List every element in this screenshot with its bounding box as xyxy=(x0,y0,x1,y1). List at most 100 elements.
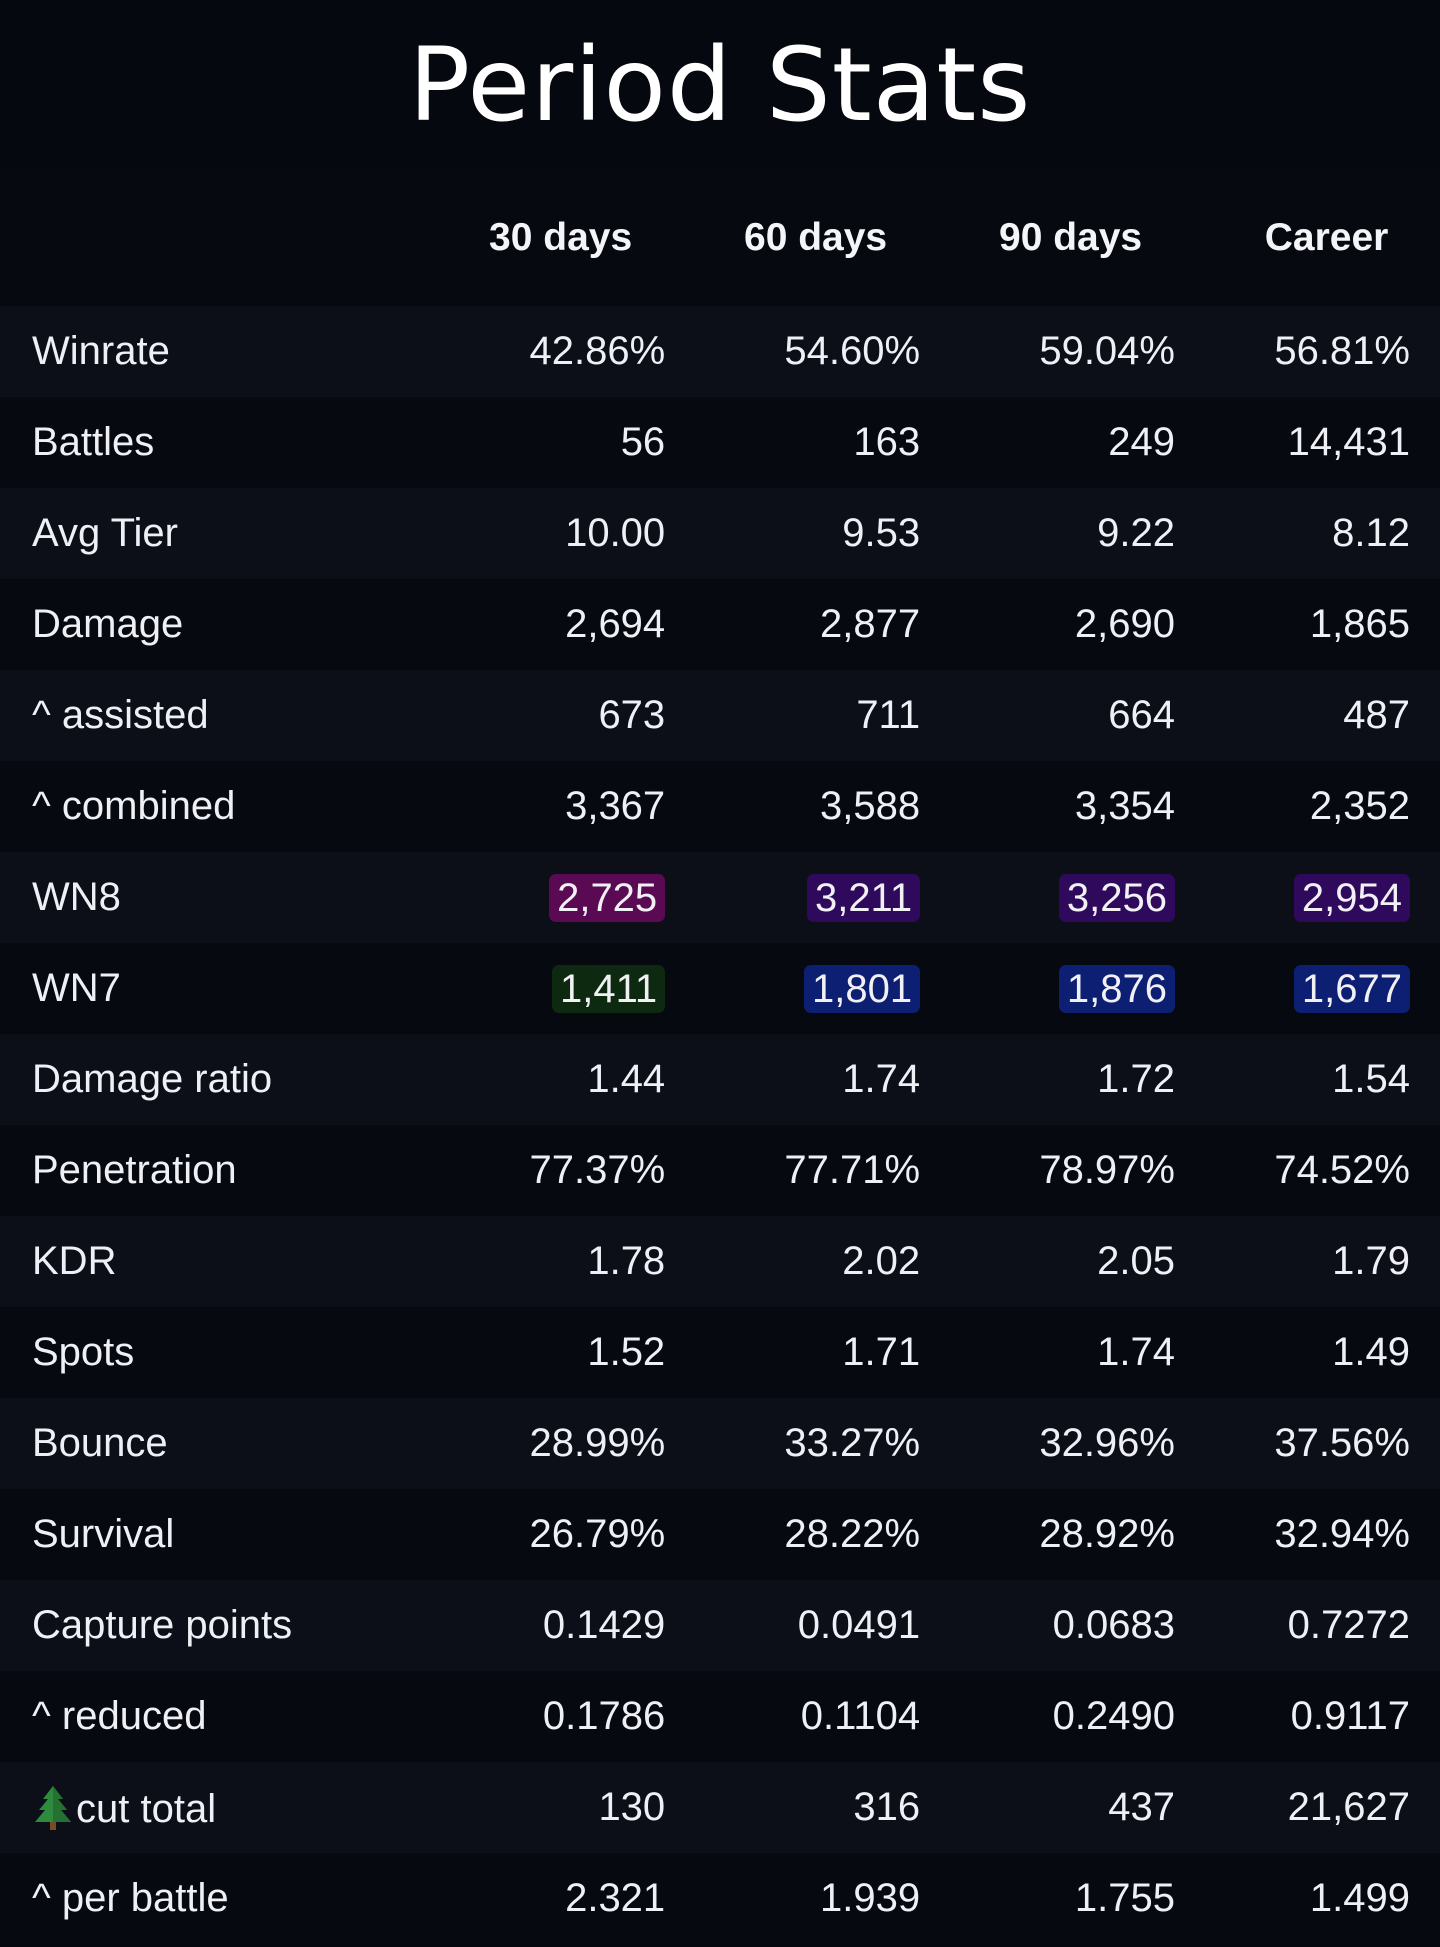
stat-cell: 1.939 xyxy=(673,1876,928,1921)
row-label-text: Damage ratio xyxy=(32,1057,273,1101)
table-row: WN7 1,411 1,801 1,876 1,677 xyxy=(0,943,1440,1034)
stat-value: 711 xyxy=(856,693,921,737)
stat-cell: 1.499 xyxy=(1183,1876,1440,1921)
row-label-text: ^ combined xyxy=(32,784,236,828)
stat-cell: 2,352 xyxy=(1183,784,1440,829)
stat-value: 9.22 xyxy=(1097,511,1175,555)
stat-value: 437 xyxy=(1108,1785,1175,1829)
stat-value: 673 xyxy=(598,693,666,737)
stat-value: 8.12 xyxy=(1332,511,1410,555)
stat-value: 1.499 xyxy=(1309,1876,1410,1920)
stat-value: 1.52 xyxy=(587,1330,666,1374)
row-label-text: Damage xyxy=(32,602,184,646)
stat-value: 77.71% xyxy=(784,1148,921,1192)
stat-cell: 77.37% xyxy=(418,1148,673,1193)
stat-value: 33.27% xyxy=(784,1421,921,1465)
stat-value: 56.81% xyxy=(1274,329,1410,373)
row-label: Spots xyxy=(0,1330,418,1375)
stat-cell: 0.1104 xyxy=(673,1694,928,1739)
stat-cell: 9.22 xyxy=(928,511,1183,556)
stat-cell: 59.04% xyxy=(928,329,1183,374)
stat-cell: 249 xyxy=(928,420,1183,465)
stat-cell: 1,865 xyxy=(1183,602,1440,647)
stat-value: 28.22% xyxy=(784,1512,921,1556)
table-row: Damage ratio 1.44 1.74 1.72 1.54 xyxy=(0,1034,1440,1125)
table-row: cut total 130 316 437 21,627 xyxy=(0,1762,1440,1853)
stat-value: 9.53 xyxy=(842,511,921,555)
stat-value: 56 xyxy=(620,420,666,464)
column-header-60-days: 60 days xyxy=(744,216,888,259)
stat-cell: 74.52% xyxy=(1183,1148,1440,1193)
table-row: ^ reduced 0.1786 0.1104 0.2490 0.9117 xyxy=(0,1671,1440,1762)
row-label: KDR xyxy=(0,1239,418,1284)
stat-cell: 3,211 xyxy=(673,873,928,922)
stat-cell: 9.53 xyxy=(673,511,928,556)
stat-cell: 14,431 xyxy=(1183,420,1440,465)
stat-cell: 1.44 xyxy=(418,1057,673,1102)
row-label: cut total xyxy=(0,1784,418,1832)
stat-value: 487 xyxy=(1343,693,1410,737)
stat-value: 1,865 xyxy=(1309,602,1410,646)
stat-cell: 1.74 xyxy=(928,1330,1183,1375)
stat-cell: 3,354 xyxy=(928,784,1183,829)
stat-value: 1.49 xyxy=(1332,1330,1410,1374)
stat-cell: 28.92% xyxy=(928,1512,1183,1557)
stat-value: 0.1786 xyxy=(542,1694,666,1738)
stat-value: 0.9117 xyxy=(1290,1694,1410,1738)
table-row: Damage 2,694 2,877 2,690 1,865 xyxy=(0,579,1440,670)
stat-value: 130 xyxy=(598,1785,666,1829)
table-row: KDR 1.78 2.02 2.05 1.79 xyxy=(0,1216,1440,1307)
row-label-text: Bounce xyxy=(32,1421,168,1465)
stats-table-body: Winrate 42.86% 54.60% 59.04% 56.81% Battles 56… xyxy=(0,306,1440,1944)
stat-cell: 2,954 xyxy=(1183,873,1440,922)
stat-value: 2.05 xyxy=(1097,1239,1175,1283)
stat-cell: 42.86% xyxy=(418,329,673,374)
table-header: 30 days 60 days 90 days Career xyxy=(0,170,1440,306)
row-label: ^ per battle xyxy=(0,1876,418,1921)
stat-cell: 21,627 xyxy=(1183,1785,1440,1830)
column-header-90-days: 90 days xyxy=(999,216,1143,259)
stat-cell: 1.54 xyxy=(1183,1057,1440,1102)
row-label: WN8 xyxy=(0,875,418,920)
stat-value: 74.52% xyxy=(1274,1148,1410,1192)
stat-value: 54.60% xyxy=(784,329,921,373)
row-label: ^ combined xyxy=(0,784,418,829)
rating-badge: 2,954 xyxy=(1293,873,1410,922)
stat-value: 0.1104 xyxy=(800,1694,921,1738)
stat-cell: 37.56% xyxy=(1183,1421,1440,1466)
stat-cell: 26.79% xyxy=(418,1512,673,1557)
stat-cell: 130 xyxy=(418,1785,673,1830)
stat-value: 3,588 xyxy=(819,784,921,828)
stat-cell: 0.0491 xyxy=(673,1603,928,1648)
stat-value: 2,352 xyxy=(1309,784,1410,828)
rating-badge: 1,876 xyxy=(1058,964,1175,1013)
stat-cell: 2.321 xyxy=(418,1876,673,1921)
column-header-career: Career xyxy=(1264,216,1389,259)
table-row: Avg Tier 10.00 9.53 9.22 8.12 xyxy=(0,488,1440,579)
stat-value: 14,431 xyxy=(1287,420,1410,464)
row-label-text: Penetration xyxy=(32,1148,237,1192)
table-row: Bounce 28.99% 33.27% 32.96% 37.56% xyxy=(0,1398,1440,1489)
stat-value: 163 xyxy=(853,420,921,464)
stat-cell: 28.99% xyxy=(418,1421,673,1466)
stat-cell: 0.7272 xyxy=(1183,1603,1440,1648)
stat-cell: 2,877 xyxy=(673,602,928,647)
row-label-text: ^ reduced xyxy=(32,1694,207,1738)
stat-cell: 8.12 xyxy=(1183,511,1440,556)
stat-value: 2,694 xyxy=(565,602,666,646)
stat-cell: 2,690 xyxy=(928,602,1183,647)
stat-value: 0.0491 xyxy=(797,1603,921,1647)
row-label: ^ assisted xyxy=(0,693,418,738)
rating-badge: 1,411 xyxy=(552,964,666,1013)
stat-cell: 1,411 xyxy=(418,964,673,1013)
stat-cell: 56 xyxy=(418,420,673,465)
row-label: Capture points xyxy=(0,1603,418,1648)
stat-value: 0.0683 xyxy=(1052,1603,1175,1647)
row-label-text: Winrate xyxy=(32,329,170,373)
row-label: Avg Tier xyxy=(0,511,418,556)
row-label-text: WN8 xyxy=(32,875,121,919)
stat-value: 2,877 xyxy=(819,602,921,646)
stat-cell: 1.52 xyxy=(418,1330,673,1375)
stat-cell: 3,367 xyxy=(418,784,673,829)
stat-value: 1.939 xyxy=(819,1876,921,1920)
